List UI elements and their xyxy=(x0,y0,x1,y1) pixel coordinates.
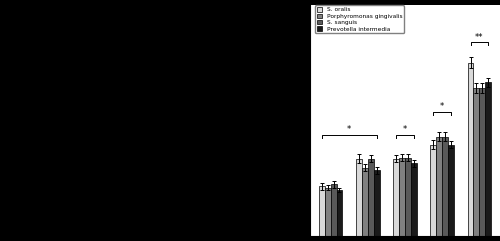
Bar xyxy=(405,158,411,236)
Text: *: * xyxy=(347,125,352,134)
Bar xyxy=(430,145,436,236)
Bar xyxy=(330,184,336,236)
Text: *: * xyxy=(440,102,444,111)
Y-axis label: Zone of inhibition (mm): Zone of inhibition (mm) xyxy=(276,75,285,166)
Bar xyxy=(448,145,454,236)
Bar xyxy=(324,187,330,236)
Bar xyxy=(480,88,486,236)
Bar xyxy=(468,63,473,236)
Text: **: ** xyxy=(475,33,484,42)
Bar xyxy=(393,159,399,236)
Bar xyxy=(374,170,380,236)
Bar xyxy=(442,137,448,236)
Bar xyxy=(399,158,405,236)
Bar xyxy=(436,137,442,236)
Bar xyxy=(474,88,480,236)
Text: *: * xyxy=(403,125,407,134)
Bar xyxy=(362,168,368,236)
Bar xyxy=(411,163,417,236)
Bar xyxy=(336,190,342,236)
Bar xyxy=(486,82,492,236)
Bar xyxy=(368,159,374,236)
Bar xyxy=(356,159,362,236)
Legend: S. oralis, Porphyromonas gingivalis, S. sanguis, Prevotella intermedia: S. oralis, Porphyromonas gingivalis, S. … xyxy=(315,6,404,33)
Bar xyxy=(318,187,324,236)
